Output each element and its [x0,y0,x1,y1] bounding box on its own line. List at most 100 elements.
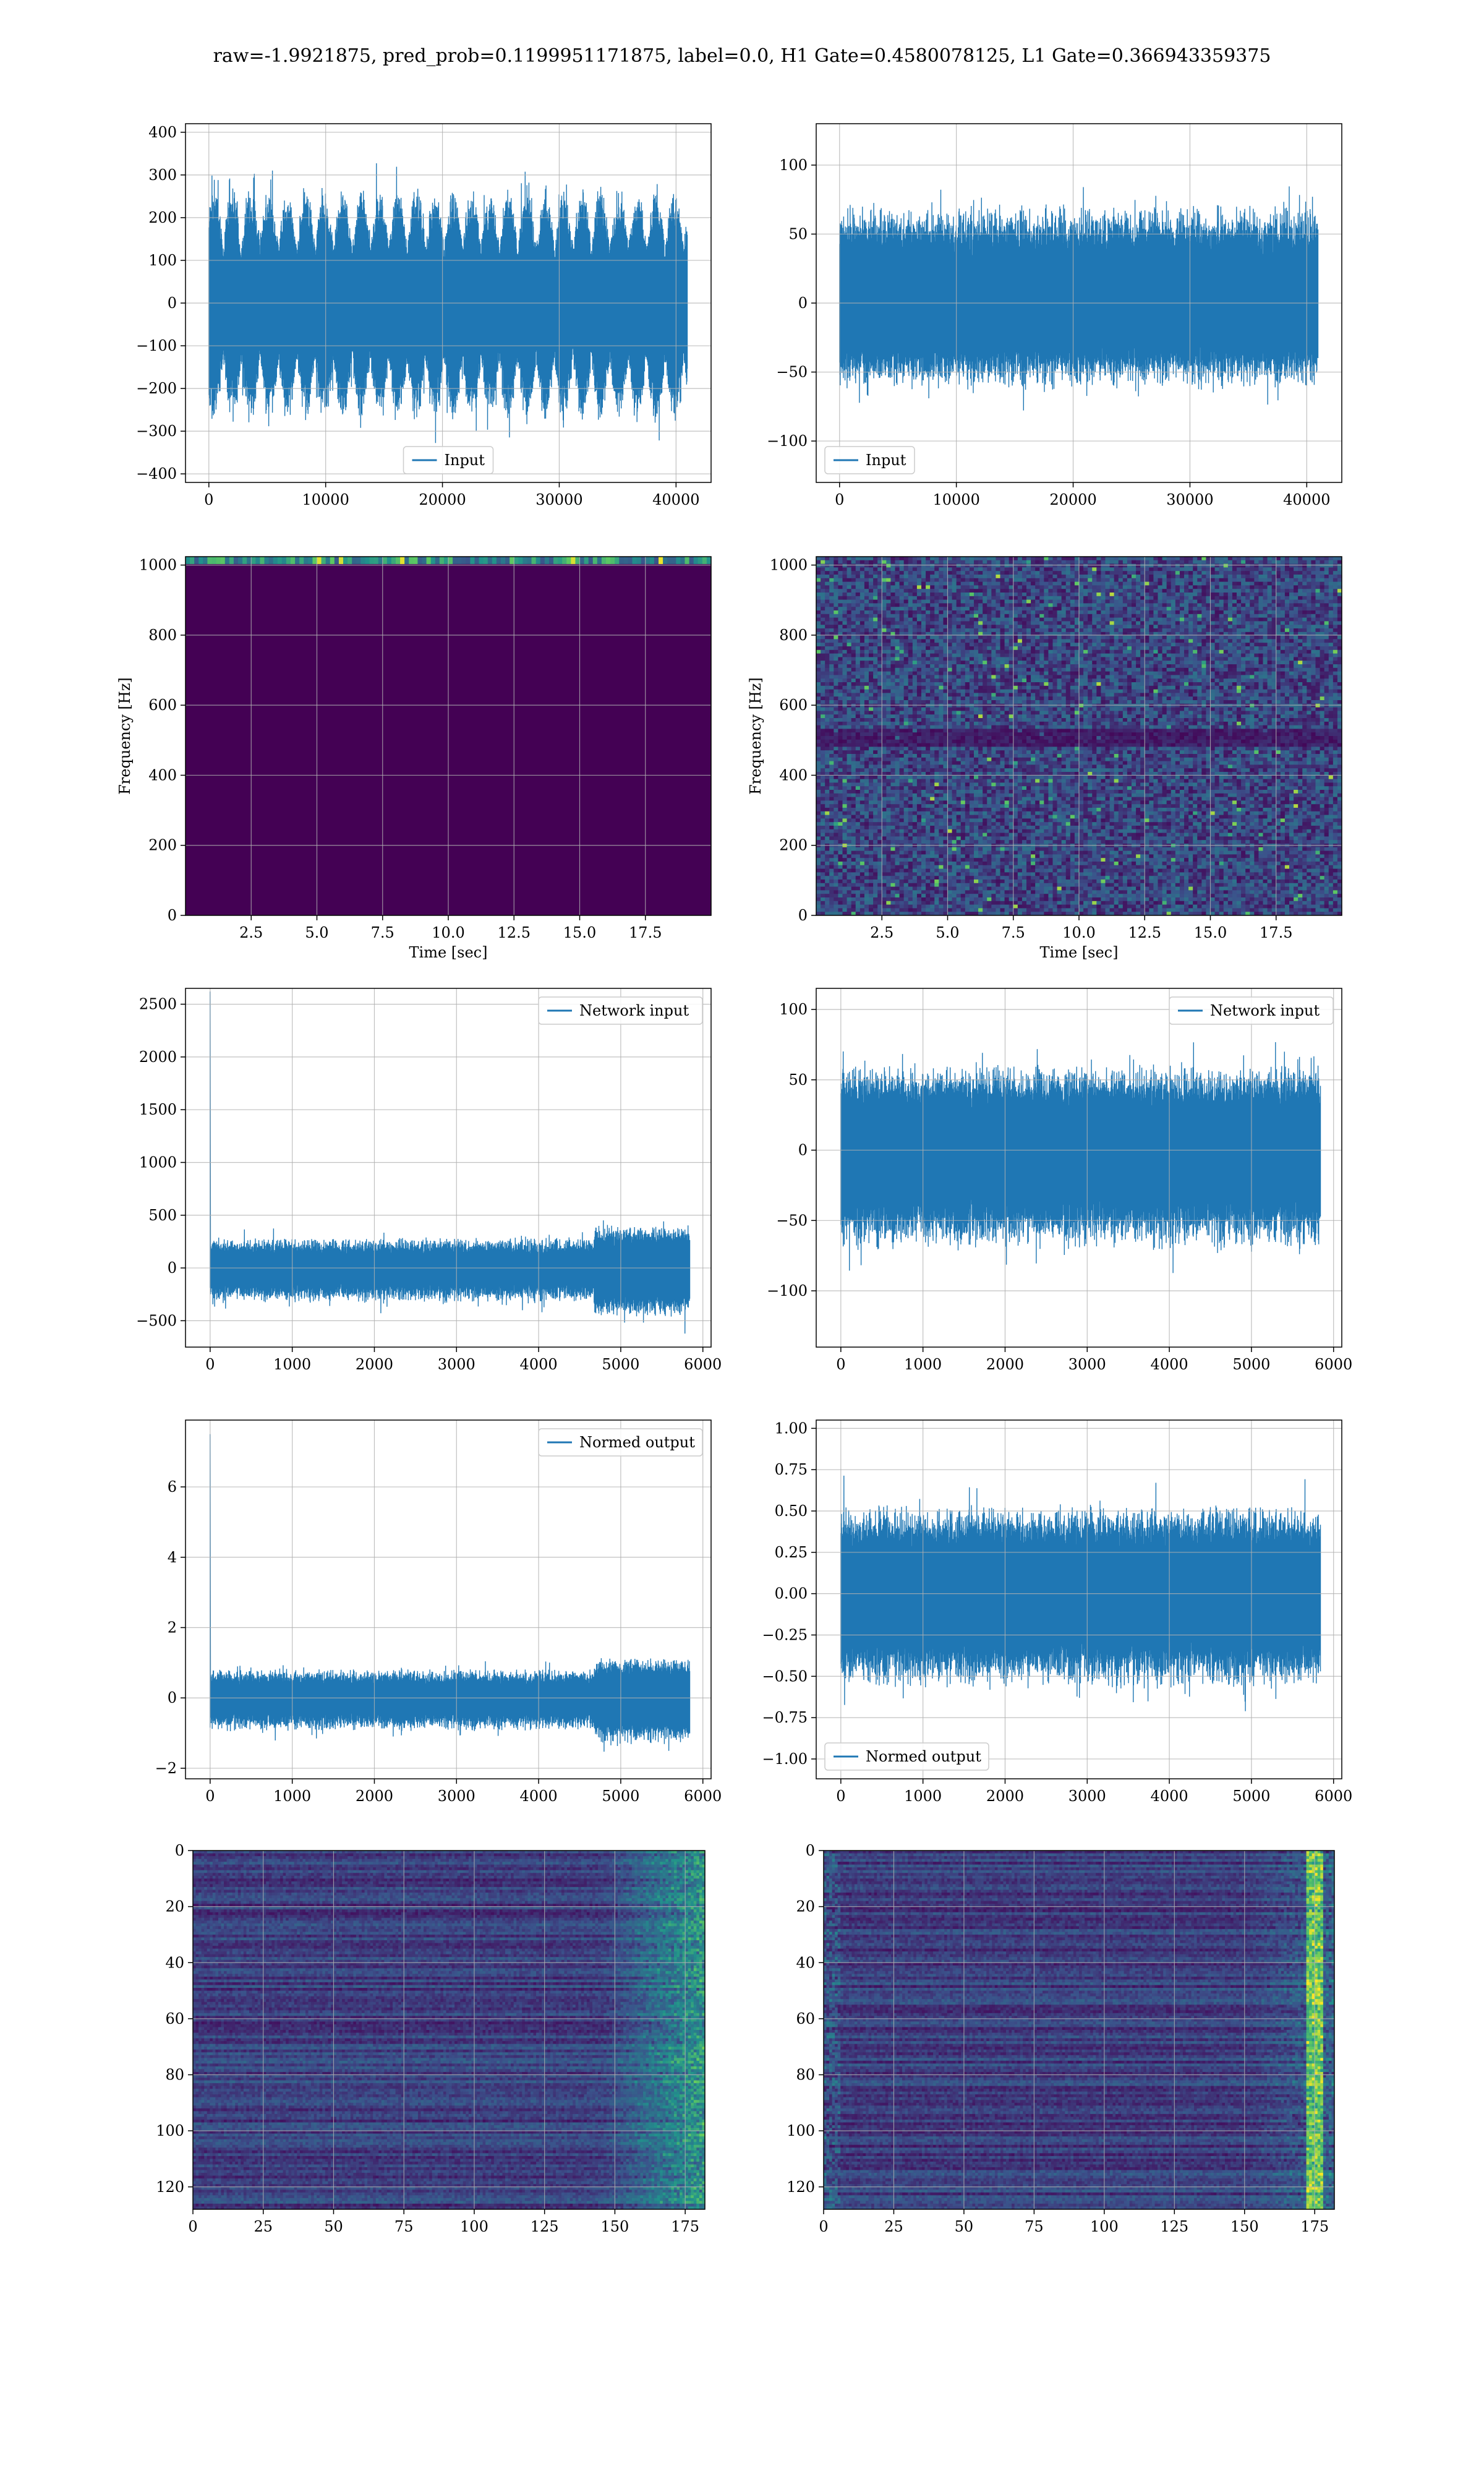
heatmap-cell [838,693,843,697]
heatmap-cell [996,635,1000,640]
heatmap-cell [916,682,922,687]
heatmap-cell [1026,599,1031,604]
heatmap-cell [1294,646,1298,651]
heatmap-cell [1079,685,1084,690]
heatmap-cell [1237,625,1242,629]
heatmap-cell [312,557,317,564]
heatmap-cell [978,589,983,593]
heatmap-cell [1298,689,1303,693]
heatmap-cell [1145,661,1149,665]
heatmap-cell [1166,635,1172,640]
heatmap-cell [1035,639,1040,643]
heatmap-cell [1227,667,1233,672]
heatmap-cell [829,628,834,633]
heatmap-cell [1219,646,1224,651]
heatmap-cell [965,607,970,611]
heatmap-cell [834,643,838,647]
heatmap-cell [1320,667,1325,672]
heatmap-cell [1254,560,1259,565]
heatmap-cell [1315,631,1321,636]
heatmap-cell [926,571,931,575]
heatmap-cell [864,667,869,672]
heatmap-cell [1101,682,1106,687]
heatmap-cell [908,614,913,618]
heatmap-cell [1048,610,1053,615]
heatmap-cell [1324,678,1329,683]
heatmap-cell [1048,617,1053,622]
heatmap-cell [1294,661,1298,665]
heatmap-cell [1061,571,1067,575]
heatmap-cell [851,678,856,683]
heatmap-cell [1237,682,1242,687]
heatmap-cell [1250,614,1255,618]
heatmap-cell [965,689,970,693]
heatmap-cell [1105,593,1111,597]
heatmap-cell [1307,635,1311,640]
heatmap-cell [1193,646,1198,651]
heatmap-cell [859,664,865,669]
heatmap-cell [991,682,996,687]
heatmap-cell [1188,678,1193,683]
heatmap-cell [877,625,882,629]
heatmap-cell [908,607,913,611]
heatmap-cell [1158,678,1163,683]
heatmap-cell [1017,675,1023,679]
heatmap-cell [1184,682,1189,687]
heatmap-cell [1232,578,1237,583]
heatmap-cell [1214,589,1220,593]
heatmap-cell [1320,675,1325,679]
heatmap-cell [1079,575,1084,579]
heatmap-cell [1035,685,1040,690]
heatmap-cell [1328,675,1334,679]
heatmap-cell [1320,560,1325,565]
heatmap-cell [1197,685,1202,690]
heatmap-cell [877,678,882,683]
heatmap-cell [1149,653,1154,657]
heatmap-cell [1039,689,1044,693]
heatmap-cell [1188,685,1193,690]
heatmap-cell [1223,653,1229,657]
heatmap-cell [921,557,926,561]
heatmap-cell [1000,643,1005,647]
heatmap-cell [1061,671,1067,675]
heatmap-cell [996,607,1000,611]
heatmap-cell [1294,667,1298,672]
heatmap-cell [983,599,987,604]
heatmap-cell [1065,614,1071,618]
heatmap-cell [1048,689,1053,693]
heatmap-cell [1088,567,1093,571]
x-tick-label: 20000 [1049,491,1096,508]
heatmap-cell [1237,685,1242,690]
heatmap-cell [1223,628,1229,633]
heatmap-cell [1311,563,1316,568]
heatmap-cell [834,617,838,622]
heatmap-cell [859,661,865,665]
heatmap-cell [321,557,326,564]
heatmap-cell [1232,643,1237,647]
heatmap-cell [1267,664,1273,669]
heatmap-cell [1052,607,1058,611]
heatmap-cell [834,585,838,589]
heatmap-cell [1223,593,1229,597]
heatmap-cell [908,567,913,571]
heatmap-cell [956,603,962,607]
heatmap-cell [1009,685,1014,690]
heatmap-cell [1188,635,1193,640]
heatmap-cell [597,557,602,564]
heatmap-cell [1232,649,1237,654]
heatmap-cell [1227,693,1233,697]
heatmap-cell [916,657,922,661]
heatmap-cell [960,628,966,633]
heatmap-cell [1136,571,1141,575]
heatmap-cell [1140,567,1145,571]
heatmap-cell [1294,649,1298,654]
heatmap-cell [816,625,821,629]
heatmap-cell [1017,685,1023,690]
heatmap-cell [943,589,948,593]
heatmap-cell [956,589,962,593]
heatmap-cell [1166,578,1172,583]
heatmap-cell [1197,635,1202,640]
heatmap-cell [1258,671,1263,675]
heatmap-cell [983,643,987,647]
heatmap-cell [1179,596,1185,601]
